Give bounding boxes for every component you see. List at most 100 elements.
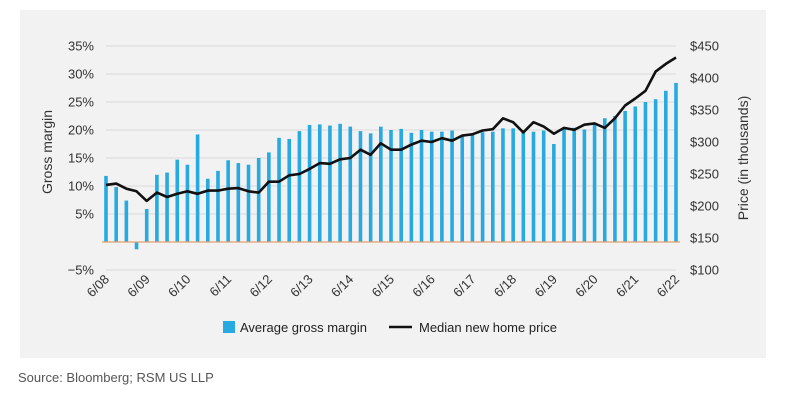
median-price-line: [105, 56, 677, 203]
margin-bar: [389, 130, 393, 242]
margin-bar: [307, 124, 312, 242]
margin-bar: [511, 128, 515, 242]
margin-bar: [175, 159, 180, 242]
margin-bar: [633, 106, 638, 242]
margin-bar: [328, 125, 332, 242]
margin-bar: [195, 134, 200, 242]
x-tick-label: 6/13: [287, 272, 316, 301]
legend-label-bars: Average gross margin: [240, 320, 367, 335]
margin-bar: [317, 124, 322, 242]
margin-bar: [165, 172, 169, 242]
x-tick-label: 6/20: [572, 272, 601, 301]
x-axis-ticks: 6/08 6/09 6/10 6/11 6/12 6/13 6/14 6/15 6/16 6/17…: [84, 272, 683, 301]
x-tick-label: 6/22: [654, 272, 683, 301]
margin-bar: [470, 133, 475, 242]
x-tick-label: 6/14: [328, 272, 357, 301]
x-tick-label: 6/18: [491, 272, 520, 301]
margin-bar: [185, 164, 190, 242]
margin-bar: [562, 128, 566, 242]
x-tick-label: 6/16: [409, 272, 438, 301]
margin-bar: [552, 144, 556, 242]
left-tick-label: 5%: [75, 207, 94, 222]
right-tick-label: $350: [690, 103, 719, 118]
margin-bar: [205, 178, 210, 242]
margin-bar: [267, 152, 271, 242]
margin-bar: [226, 160, 230, 242]
margin-bar: [379, 126, 383, 242]
x-tick-label: 6/11: [206, 272, 234, 300]
margin-bar: [653, 99, 658, 242]
margin-bar: [592, 124, 597, 242]
margin-bar: [144, 208, 149, 242]
right-tick-label: $300: [690, 135, 719, 150]
margin-bar: [490, 131, 495, 242]
left-tick-label: −5%: [68, 263, 95, 278]
legend: Average gross margin Median new home pri…: [223, 320, 557, 335]
legend-swatch-bars: [223, 321, 235, 333]
left-tick-label: 10%: [68, 179, 94, 194]
chart-panel: [20, 10, 766, 358]
margin-bar: [613, 116, 617, 242]
left-axis-ticks: 35% 30% 25% 20% 15% 10% 5% −5%: [68, 39, 95, 278]
x-tick-label: 6/15: [369, 272, 398, 301]
margin-bar: [134, 242, 139, 250]
left-tick-label: 35%: [68, 39, 94, 54]
margin-bar: [358, 131, 363, 242]
margin-bar: [155, 174, 159, 242]
right-tick-label: $450: [690, 39, 719, 54]
margin-bar: [643, 102, 648, 242]
margin-bar: [216, 170, 220, 242]
margin-bar: [246, 164, 251, 242]
margin-bar: [287, 138, 292, 242]
right-tick-label: $100: [690, 263, 719, 278]
right-tick-label: $400: [690, 71, 719, 86]
margin-bar: [521, 130, 526, 242]
left-tick-label: 25%: [68, 95, 94, 110]
margin-bar: [501, 128, 505, 242]
margin-bar: [348, 126, 353, 242]
price-line-group: [105, 56, 677, 203]
x-tick-label: 6/10: [165, 272, 194, 301]
margin-bar: [256, 158, 261, 242]
margin-bar: [277, 137, 281, 242]
margin-bar: [531, 131, 536, 242]
legend-label-line: Median new home price: [419, 320, 557, 335]
margin-bar: [440, 131, 444, 242]
margin-bar: [602, 118, 607, 242]
left-tick-label: 30%: [68, 67, 94, 82]
right-axis-title: Price (in thousands): [735, 96, 751, 221]
margin-bar: [582, 129, 587, 242]
margin-bar: [297, 131, 302, 242]
margin-bar: [236, 163, 241, 242]
left-tick-label: 20%: [68, 123, 94, 138]
margin-bar: [409, 132, 414, 242]
margin-bar: [124, 200, 129, 242]
margin-bar: [480, 132, 485, 242]
margin-bar: [623, 110, 627, 243]
left-axis-title: Gross margin: [39, 110, 55, 194]
margin-bar: [429, 131, 434, 242]
margin-bar: [450, 130, 454, 242]
margin-bar: [664, 90, 668, 242]
source-note: Source: Bloomberg; RSM US LLP: [18, 370, 214, 385]
x-tick-label: 6/19: [531, 272, 560, 301]
margin-bar: [368, 133, 373, 242]
right-tick-label: $200: [690, 199, 719, 214]
margin-bar: [460, 135, 465, 242]
right-tick-label: $150: [690, 231, 719, 246]
x-tick-label: 6/17: [450, 272, 479, 301]
margin-bar: [114, 187, 118, 242]
margin-bar: [338, 123, 342, 242]
margin-bar: [419, 130, 424, 242]
x-tick-label: 6/12: [246, 272, 275, 301]
x-tick-label: 6/21: [613, 272, 642, 301]
margin-bar: [541, 130, 546, 242]
margin-bar: [572, 127, 577, 242]
margin-bar: [104, 175, 108, 242]
margin-bar: [399, 128, 403, 242]
margin-bar: [674, 82, 678, 243]
right-tick-label: $250: [690, 167, 719, 182]
right-axis-ticks: $450 $400 $350 $300 $250 $200 $150 $100: [690, 39, 719, 278]
x-tick-label: 6/09: [124, 272, 153, 301]
